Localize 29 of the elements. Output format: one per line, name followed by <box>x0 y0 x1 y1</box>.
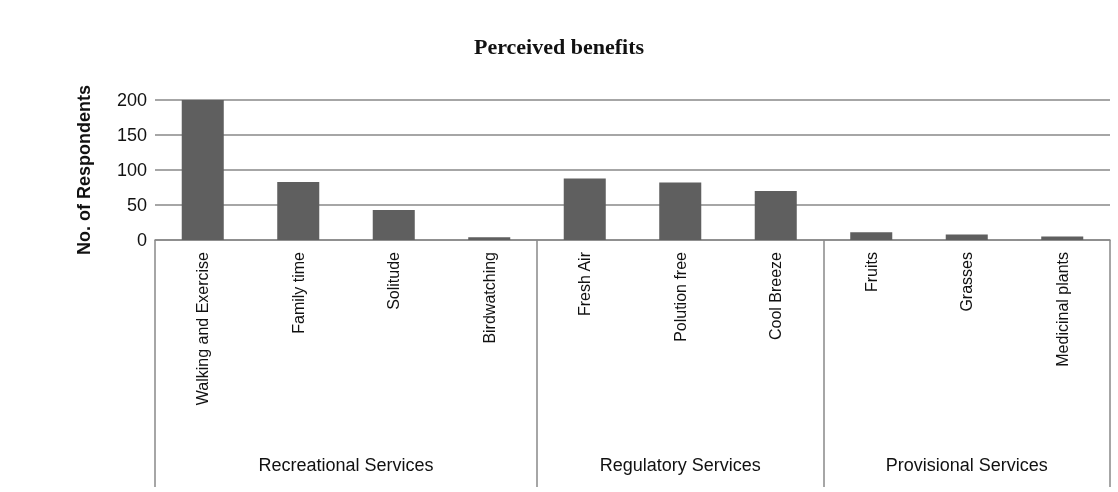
y-tick-label: 50 <box>126 195 147 215</box>
y-tick-label: 0 <box>136 230 147 250</box>
bar <box>181 100 224 240</box>
text: Regulatory Services <box>599 455 761 475</box>
bar <box>372 209 415 240</box>
y-tick-label: 200 <box>116 90 147 110</box>
x-tick-label: Polution free <box>671 251 689 342</box>
bar <box>563 178 606 240</box>
x-tick-label: Birdwatching <box>480 252 498 344</box>
x-tick-label: Fruits <box>862 252 880 292</box>
x-tick-label: Solitude <box>385 251 403 310</box>
bar <box>277 181 320 240</box>
x-tick-label: Walking and Exercise <box>194 251 212 406</box>
x-tick-label: Medicinal plants <box>1053 252 1071 367</box>
y-tick-label: 100 <box>116 160 147 180</box>
bar <box>468 237 511 240</box>
x-tick-label: Fresh Air <box>576 251 594 317</box>
text: Recreational Services <box>258 455 434 475</box>
bar <box>659 182 702 240</box>
x-tick-label: Cool Breeze <box>767 251 785 341</box>
y-axis-title: No. of Respondents <box>74 85 94 255</box>
text: Provisional Services <box>885 455 1048 475</box>
x-tick-label: Family time <box>289 251 307 334</box>
y-tick-label: 150 <box>116 125 147 145</box>
bar <box>850 232 893 240</box>
chart-title: Perceived benefits <box>473 33 645 59</box>
bar <box>754 191 797 240</box>
bar <box>945 234 988 240</box>
x-tick-label: Grasses <box>958 252 976 312</box>
